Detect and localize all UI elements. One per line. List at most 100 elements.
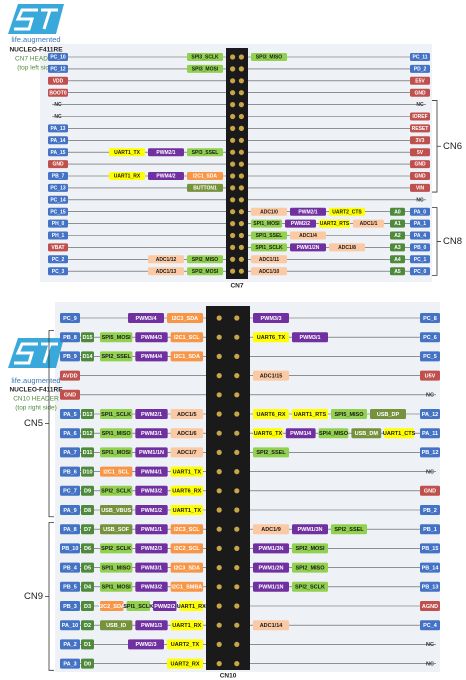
function-tag: BUTTON1 [193, 186, 217, 192]
header-pin [234, 661, 240, 667]
left-pin-box [48, 160, 68, 169]
left-arduino-box [81, 505, 94, 515]
function-tag-box [187, 148, 223, 157]
right-pin-box [410, 124, 430, 133]
left-pin: AVDD [62, 373, 77, 379]
left-pin: PC_13 [50, 186, 66, 192]
function-tag-box [100, 543, 133, 554]
left-pin: PC_12 [50, 67, 66, 73]
connector-label: CN6 [443, 141, 462, 152]
function-tag: PWM2/3 [135, 642, 156, 648]
function-tag: ADC1/0 [260, 209, 278, 215]
function-tag-box [253, 313, 289, 323]
function-tag: SPI1_MOSI [253, 221, 280, 227]
left-pin-box [48, 172, 68, 180]
header-pin [230, 137, 236, 143]
left-pin-box [48, 53, 68, 61]
right-pin-box [410, 207, 430, 216]
right-arduino-box [390, 231, 405, 240]
header-pin [230, 113, 236, 120]
function-tag-box [100, 409, 133, 419]
function-tag: SPI2_MISO [192, 257, 219, 263]
right-pin: PB_1 [423, 527, 437, 533]
function-tag: USB_DP [377, 412, 400, 418]
function-tag: SPI3_SCLK [191, 55, 219, 61]
function-tag: I2C3_SDA [174, 565, 200, 571]
function-tag-box [251, 267, 287, 276]
left-pin-box [48, 183, 68, 192]
left-pin-box [60, 466, 80, 477]
header-pin [234, 373, 240, 379]
left-pin-box [60, 658, 80, 669]
header-pin [216, 315, 222, 321]
function-tag: I2C1_SMBA [171, 585, 202, 591]
function-tag-box [253, 524, 289, 535]
left-pin: PH_0 [52, 221, 65, 227]
function-tag: UART2_RX [170, 661, 199, 667]
function-tag-box [167, 313, 203, 323]
function-tag-box [100, 562, 133, 573]
left-arduino-box [81, 601, 94, 611]
left-pin: GND [64, 393, 76, 399]
right-pin: PA_1 [414, 221, 426, 227]
right-pin-box [420, 620, 440, 631]
left-pin: PC_3 [52, 269, 65, 275]
bracket [45, 330, 54, 518]
function-tag-box [290, 231, 326, 240]
function-tag: I2C2_SCL [174, 546, 200, 552]
right-pin: PC_4 [423, 623, 438, 629]
header-pin [216, 622, 222, 628]
left-pin: PA_10 [62, 623, 78, 629]
header-connector [226, 48, 248, 279]
function-tag: UART2_RTS [320, 221, 350, 227]
left-arduino: D14 [82, 354, 93, 360]
header-pin [216, 430, 222, 436]
header-pin [230, 221, 236, 227]
function-tag: SPI1_SCLK [101, 412, 131, 418]
left-pin: PB_3 [63, 604, 77, 610]
function-tag-box [128, 313, 164, 323]
function-tag: PWM2/3 [141, 546, 162, 552]
function-tag-box [253, 581, 289, 592]
header-pin [234, 507, 240, 513]
left-pin: PA_14 [51, 138, 66, 144]
left-pin-box [48, 207, 68, 216]
function-tag-box [170, 351, 203, 362]
function-tag: SPI1_MOSI [102, 585, 132, 591]
right-pin: U5V [425, 373, 436, 379]
left-pin: PB_7 [52, 174, 65, 180]
header-pin [234, 603, 240, 609]
function-tag: PWM1/4 [290, 431, 312, 437]
board-name: NUCLEO-F411RE [9, 387, 63, 394]
left-arduino: D13 [82, 412, 92, 418]
connector-label: CN8 [443, 236, 462, 247]
function-tag-box [135, 562, 168, 573]
left-pin-box [48, 267, 68, 276]
function-tag-box [290, 207, 326, 216]
function-tag: PWM1/1 [141, 527, 162, 533]
header-pin [234, 469, 240, 475]
right-arduino-box [390, 219, 405, 228]
header-pin [230, 244, 236, 250]
right-pin: 3V3 [416, 138, 425, 144]
function-tag-box [135, 524, 168, 535]
function-tag: UART6_TX [257, 335, 286, 341]
right-pin: PC_11 [412, 55, 427, 61]
right-arduino-box [390, 267, 405, 276]
right-pin: E5V [415, 78, 425, 84]
header-pin [216, 507, 222, 513]
function-tag-box [251, 53, 287, 61]
header-pin [216, 565, 222, 571]
left-pin-box [60, 543, 80, 554]
function-tag-box [292, 524, 328, 535]
function-tag: UART1_RTS [294, 412, 327, 418]
function-tag-box [251, 255, 287, 264]
function-tag: SPI2_MOSI [192, 269, 219, 275]
function-tag: SPI3_MISO [256, 55, 283, 61]
function-tag-box [187, 172, 223, 180]
right-pin-box [410, 136, 430, 145]
left-pin: PC_9 [63, 316, 77, 322]
left-pin-box [60, 620, 80, 631]
header-pin [238, 173, 244, 179]
header-pin [238, 125, 244, 131]
